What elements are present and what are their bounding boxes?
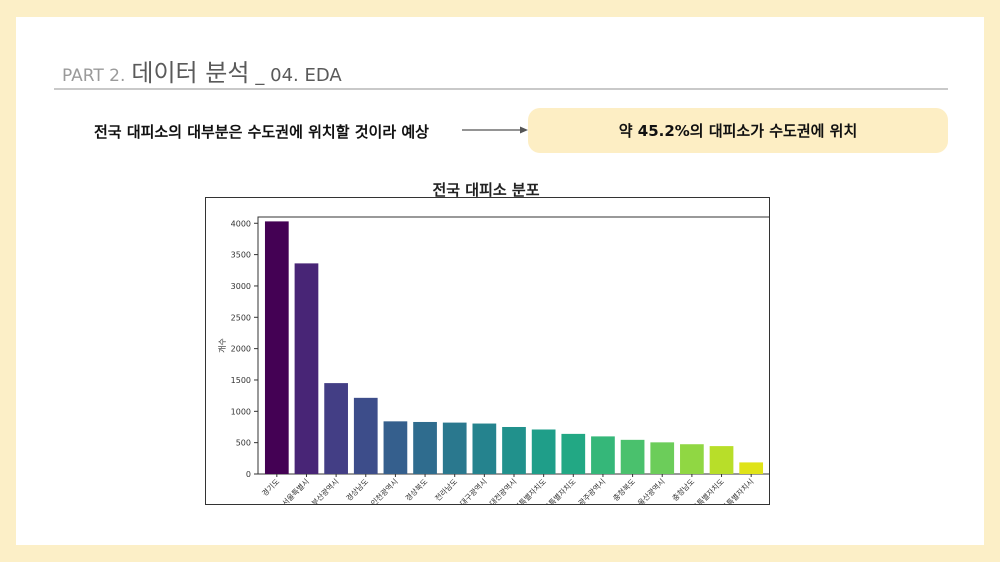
x-tick-label: 전라남도 [433, 476, 460, 503]
bar-대구광역시 [472, 423, 497, 474]
x-tick-label: 경기도 [260, 476, 282, 498]
figure-border [205, 197, 770, 505]
y-tick-label: 0 [246, 470, 251, 479]
bar-경기도 [264, 221, 289, 474]
y-tick-label: 4000 [231, 219, 251, 228]
section-subtitle: _ 04. EDA [255, 65, 342, 86]
slide-header: PART 2. 데이터 분석 _ 04. EDA [62, 53, 342, 88]
y-tick-label: 1000 [231, 407, 251, 416]
x-tick-label: 인천광역시 [368, 476, 399, 505]
header-divider [54, 88, 948, 90]
section-title: 데이터 분석 [131, 59, 250, 87]
x-tick-label: 부산광역시 [309, 476, 340, 505]
bar-제주특별자치도 [709, 446, 734, 474]
bar-서울특별시 [294, 263, 319, 474]
y-tick-label: 3500 [231, 251, 251, 260]
slide: PART 2. 데이터 분석 _ 04. EDA 전국 대피소의 대부분은 수도… [16, 17, 984, 545]
shelter-distribution-chart: 0 500 1000 1500 2000 2500 3000 3500 4000 개수경기도서울특… [205, 197, 770, 505]
bar-전북특별자치도 [561, 433, 586, 474]
bar-부산광역시 [324, 383, 348, 474]
x-tick-label: 충청남도 [670, 477, 696, 503]
y-axis-label: 개수 [217, 338, 227, 353]
x-tick-label: 대전광역시 [487, 476, 518, 505]
bar-울산광역시 [650, 442, 675, 474]
bar-충청북도 [620, 439, 645, 474]
bar-충청남도 [680, 444, 704, 474]
bar-광주광역시 [591, 436, 615, 474]
bar-인천광역시 [383, 421, 408, 474]
bar-전라남도 [442, 422, 467, 474]
x-tick-label: 울산광역시 [635, 476, 666, 505]
chart-title: 전국 대피소 분포 [432, 181, 540, 199]
bar-강원특별자치도 [531, 429, 556, 474]
y-tick-label: 500 [236, 439, 251, 448]
x-tick-label: 경상남도 [344, 476, 371, 503]
result-callout: 약 45.2%의 대피소가 수도권에 위치 [528, 108, 948, 153]
bar-대전광역시 [502, 426, 526, 474]
x-tick-label: 대구광역시 [457, 476, 488, 505]
bar-세종특별자치시 [739, 462, 764, 474]
y-tick-label: 3000 [231, 282, 251, 291]
hypothesis-text: 전국 대피소의 대부분은 수도권에 위치할 것이라 예상 [94, 123, 429, 141]
x-tick-label: 서울특별시 [279, 476, 310, 505]
arrow-right-icon [462, 126, 528, 134]
bar-경상북도 [413, 421, 437, 474]
part-label: PART 2. [62, 66, 126, 86]
result-text: 약 45.2%의 대피소가 수도권에 위치 [618, 122, 858, 140]
y-tick-label: 1500 [231, 376, 251, 385]
bar-경상남도 [353, 397, 378, 474]
y-tick-label: 2000 [231, 345, 251, 354]
y-tick-label: 2500 [231, 313, 251, 322]
x-tick-label: 충청북도 [611, 477, 637, 503]
x-tick-label: 광주광역시 [576, 476, 607, 505]
x-tick-label: 경상북도 [403, 476, 430, 503]
